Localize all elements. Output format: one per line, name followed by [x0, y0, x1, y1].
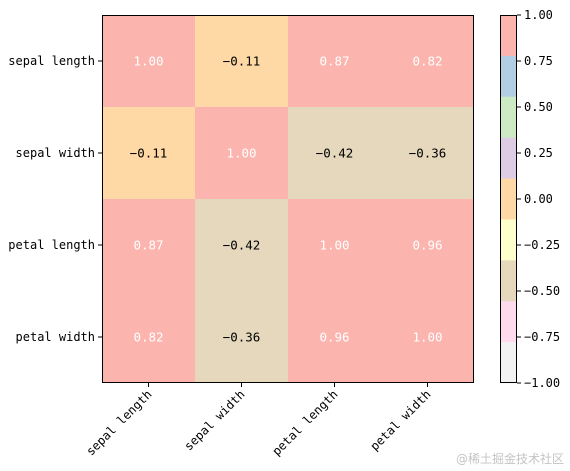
cell-value-label: 1.00	[412, 330, 442, 345]
heatmap-cell	[381, 199, 474, 291]
colorbar-bin	[500, 15, 517, 57]
cell-value-label: −0.11	[223, 54, 261, 69]
heatmap-cell	[288, 15, 381, 107]
cell-value-label: 0.87	[319, 54, 349, 69]
colorbar-bin	[500, 55, 517, 98]
cell-value-label: 1.00	[226, 146, 256, 161]
heatmap-cell-labels: 1.00 −0.11 0.87 0.82 −0.11 1.00 −0.42 −0.36 0.87…	[130, 54, 447, 345]
cell-value-label: 1.00	[319, 238, 349, 253]
cell-value-label: −0.42	[223, 238, 261, 253]
x-axis-ticks: sepal length sepal width petal length petal…	[83, 383, 434, 458]
cell-value-label: −0.36	[223, 330, 261, 345]
y-tick-label: sepal length	[8, 54, 95, 68]
colorbar-tick-label: 0.50	[524, 100, 553, 114]
cell-value-label: 1.00	[133, 54, 163, 69]
cell-value-label: 0.96	[319, 330, 349, 345]
heatmap-cell	[288, 199, 381, 291]
heatmap-cell	[102, 107, 195, 199]
colorbar-bin	[500, 301, 517, 343]
colorbar-tick-label: −0.50	[524, 284, 560, 298]
cell-value-label: 0.87	[133, 238, 163, 253]
y-tick-label: petal length	[8, 238, 95, 252]
heatmap-cell	[195, 199, 288, 291]
heatmap-cell	[288, 291, 381, 383]
colorbar-tick-label: −0.75	[524, 330, 560, 344]
colorbar-tick-label: 0.25	[524, 146, 553, 160]
heatmap-cell	[381, 291, 474, 383]
heatmap-cell	[381, 15, 474, 107]
y-tick-label: petal width	[16, 330, 95, 344]
colorbar-tick-label: 1.00	[524, 8, 553, 22]
cell-value-label: 0.96	[412, 238, 442, 253]
x-tick-label: petal length	[269, 387, 340, 458]
colorbar-bin	[500, 96, 517, 139]
colorbar-frame	[500, 15, 517, 383]
colorbar-bin	[500, 178, 517, 220]
cell-value-label: −0.11	[130, 146, 168, 161]
heatmap-frame	[102, 15, 474, 383]
heatmap-cell	[195, 291, 288, 383]
colorbar-tick-label: −0.25	[524, 238, 560, 252]
cell-value-label: 0.82	[133, 330, 163, 345]
y-axis-ticks: sepal length sepal width petal length petal…	[8, 54, 102, 344]
colorbar-bin	[500, 260, 517, 302]
cell-value-label: −0.36	[409, 146, 447, 161]
heatmap-cell	[102, 291, 195, 383]
heatmap-cell	[102, 15, 195, 107]
heatmap-cell	[381, 107, 474, 199]
y-tick-label: sepal width	[16, 146, 95, 160]
cell-value-label: −0.42	[316, 146, 354, 161]
watermark: @稀土掘金技术社区	[455, 452, 564, 466]
colorbar-bin	[500, 342, 517, 384]
colorbar-bin	[500, 219, 517, 261]
heatmap-cell	[195, 15, 288, 107]
heatmap-cell	[195, 107, 288, 199]
heatmap-cell	[102, 199, 195, 291]
heatmap-cells	[102, 15, 474, 383]
colorbar-tick-label: 0.00	[524, 192, 553, 206]
heatmap-cell	[288, 107, 381, 199]
x-tick-label: petal width	[368, 387, 434, 453]
cell-value-label: 0.82	[412, 54, 442, 69]
x-tick-label: sepal width	[182, 387, 248, 453]
x-tick-label: sepal length	[83, 387, 154, 458]
colorbar: 1.00 0.75 0.50 0.25 0.00 −0.25 −0.50 −0.75 −1.00	[500, 8, 560, 390]
colorbar-bin	[500, 137, 517, 179]
colorbar-tick-label: −1.00	[524, 376, 560, 390]
colorbar-tick-label: 0.75	[524, 54, 553, 68]
